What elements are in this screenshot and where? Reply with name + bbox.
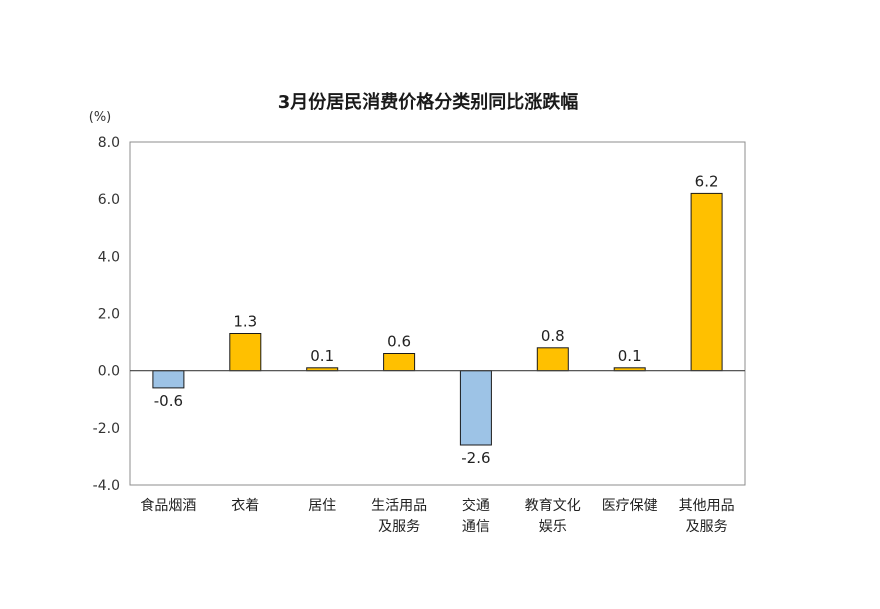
category-label: 医疗保健 xyxy=(602,498,658,514)
category-label: 及服务 xyxy=(378,519,420,535)
bar-value-label: 6.2 xyxy=(695,172,719,190)
bar-value-label: 0.1 xyxy=(310,347,334,365)
bar-value-label: 0.1 xyxy=(618,347,642,365)
category-label: 通信 xyxy=(462,519,490,535)
bar xyxy=(536,347,569,372)
category-label: 食品烟酒 xyxy=(140,497,196,514)
y-axis-unit-label: (%) xyxy=(89,110,112,125)
plot-area-frame xyxy=(129,141,746,486)
chart-title: 3月份居民消费价格分类别同比涨跌幅 xyxy=(278,91,579,113)
value-labels: -0.6 1.3 0.1 0.6 -2.6 0.8 0.1 6.2 xyxy=(154,172,719,467)
bar xyxy=(383,353,416,372)
bar-value-label: -2.6 xyxy=(461,449,490,467)
y-tick-label: 4.0 xyxy=(98,249,120,265)
y-tick-label: -2.0 xyxy=(93,421,120,437)
category-label: 交通 xyxy=(462,497,490,514)
y-tick-label: 0.0 xyxy=(98,364,120,380)
y-tick-label: 2.0 xyxy=(98,307,120,323)
category-label: 及服务 xyxy=(686,519,728,535)
bar xyxy=(690,192,723,372)
y-tick-label: -4.0 xyxy=(93,478,120,494)
bar xyxy=(459,370,492,446)
category-label: 其他用品 xyxy=(679,498,735,514)
bar xyxy=(152,370,185,389)
bar xyxy=(229,333,262,372)
category-label: 生活用品 xyxy=(371,498,427,514)
y-tick-label: 8.0 xyxy=(98,135,120,151)
category-label: 教育文化 xyxy=(525,498,581,514)
bar-value-label: 0.6 xyxy=(387,333,411,351)
bar-value-label: 1.3 xyxy=(233,313,257,331)
y-axis-ticks: 8.0 6.0 4.0 2.0 0.0 -2.0 -4.0 xyxy=(93,135,120,494)
category-label: 居住 xyxy=(308,498,336,514)
bar-value-label: 0.8 xyxy=(541,327,565,345)
category-label: 娱乐 xyxy=(539,519,567,535)
bar-value-label: -0.6 xyxy=(154,392,183,410)
bars xyxy=(152,192,723,446)
category-label: 衣着 xyxy=(231,498,259,514)
y-tick-label: 6.0 xyxy=(98,192,120,208)
